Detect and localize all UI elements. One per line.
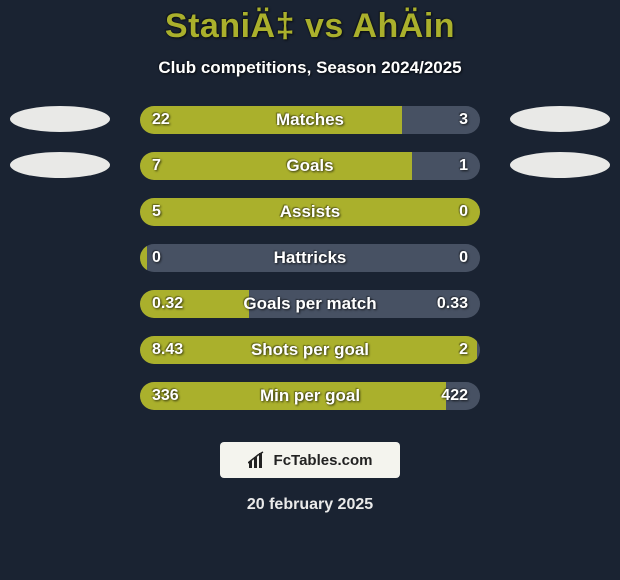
footer-date: 20 february 2025 bbox=[0, 496, 620, 514]
stat-bar-left bbox=[140, 290, 249, 318]
stat-bar bbox=[140, 152, 480, 180]
stat-bar-left bbox=[140, 244, 147, 272]
brand-badge[interactable]: FcTables.com bbox=[220, 442, 400, 478]
stat-bar bbox=[140, 382, 480, 410]
stat-rows: Matches223Goals71Assists50Hattricks00Goa… bbox=[0, 102, 620, 424]
stat-bar bbox=[140, 198, 480, 226]
stat-row: Shots per goal8.432 bbox=[0, 332, 620, 378]
stat-bar-left bbox=[140, 106, 402, 134]
stat-bar bbox=[140, 290, 480, 318]
player-badge-right bbox=[510, 106, 610, 132]
stat-bar-left bbox=[140, 382, 446, 410]
stat-bar-right bbox=[412, 152, 480, 180]
stat-bar bbox=[140, 244, 480, 272]
stat-bar-right bbox=[249, 290, 480, 318]
stat-row: Goals71 bbox=[0, 148, 620, 194]
stat-row: Matches223 bbox=[0, 102, 620, 148]
brand-text: FcTables.com bbox=[274, 452, 373, 469]
stat-bar bbox=[140, 336, 480, 364]
stat-bar-left bbox=[140, 152, 412, 180]
stat-bar-right bbox=[402, 106, 480, 134]
chart-bars-icon bbox=[248, 451, 268, 469]
stat-bar-left bbox=[140, 336, 477, 364]
comparison-card: StaniÄ‡ vs AhÄin Club competitions, Seas… bbox=[0, 0, 620, 580]
player-badge-right bbox=[510, 152, 610, 178]
stat-bar-right bbox=[477, 336, 480, 364]
stat-row: Goals per match0.320.33 bbox=[0, 286, 620, 332]
stat-row: Min per goal336422 bbox=[0, 378, 620, 424]
stat-bar-right bbox=[147, 244, 480, 272]
page-title: StaniÄ‡ vs AhÄin bbox=[0, 7, 620, 46]
stat-bar bbox=[140, 106, 480, 134]
player-badge-left bbox=[10, 106, 110, 132]
stat-bar-left bbox=[140, 198, 480, 226]
stat-row: Hattricks00 bbox=[0, 240, 620, 286]
stat-row: Assists50 bbox=[0, 194, 620, 240]
page-subtitle: Club competitions, Season 2024/2025 bbox=[0, 58, 620, 78]
stat-bar-right bbox=[446, 382, 480, 410]
player-badge-left bbox=[10, 152, 110, 178]
